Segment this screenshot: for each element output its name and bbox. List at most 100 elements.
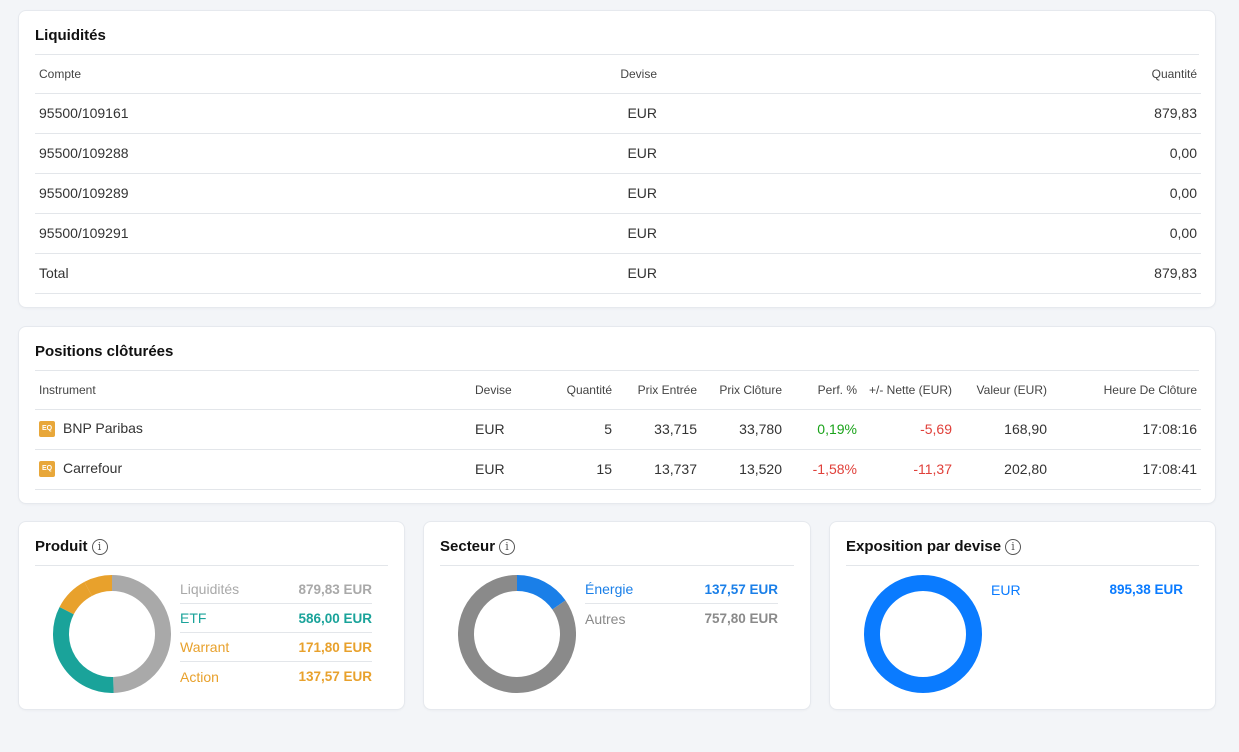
donut-slice[interactable]	[84, 575, 113, 597]
devise-cell: EUR	[535, 213, 661, 254]
table-row[interactable]: EQ BNP Paribas EUR 5 33,715 33,780 0,19% -5,69 1…	[35, 409, 1201, 450]
instrument-name: Carrefour	[63, 460, 123, 477]
column-header-nette[interactable]: +/- Nette (EUR)	[861, 371, 956, 410]
column-header-devise[interactable]: Devise	[535, 55, 661, 94]
donut-slice[interactable]	[864, 575, 982, 693]
legend-label: Action	[180, 668, 219, 685]
column-header-devise[interactable]: Devise	[471, 371, 527, 410]
compte-cell: 95500/109289	[35, 173, 535, 214]
legend-item[interactable]: EUR 895,38 EUR	[991, 575, 1183, 604]
heure-cell: 17:08:41	[1051, 449, 1201, 490]
devise-card: Exposition par devise i EUR 895,38 EUR	[829, 521, 1216, 710]
table-row: 95500/109288 EUR 0,00	[35, 133, 1201, 174]
column-header-prix-cloture[interactable]: Prix Clôture	[701, 371, 786, 410]
donut-slice[interactable]	[59, 581, 93, 615]
column-header-prix-entree[interactable]: Prix Entrée	[616, 371, 701, 410]
legend-value: 586,00 EUR	[298, 610, 372, 626]
produit-title: Produit i	[35, 538, 108, 555]
legend-item[interactable]: Autres 757,80 EUR	[585, 604, 778, 633]
positions-title: Positions clôturées	[35, 343, 174, 360]
valeur-cell: 202,80	[956, 449, 1051, 490]
compte-cell: 95500/109291	[35, 213, 535, 254]
table-row: 95500/109289 EUR 0,00	[35, 173, 1201, 214]
column-header-perf[interactable]: Perf. %	[786, 371, 861, 410]
prix-cloture-cell: 33,780	[701, 409, 786, 450]
donut-slice[interactable]	[111, 575, 171, 693]
legend-value: 895,38 EUR	[1109, 582, 1183, 597]
nette-cell: -5,69	[861, 409, 956, 450]
liquidites-table: Compte Devise Quantité 95500/109161 EUR 87…	[35, 55, 1201, 294]
devise-cell: EUR	[535, 253, 661, 294]
devise-cell: EUR	[471, 449, 527, 490]
equity-icon: EQ	[39, 420, 55, 437]
table-row: 95500/109291 EUR 0,00	[35, 213, 1201, 254]
quantite-cell: 0,00	[661, 173, 1201, 214]
column-header-quantite[interactable]: Quantité	[527, 371, 616, 410]
legend-item[interactable]: Action 137,57 EUR	[180, 662, 372, 691]
instrument-name: BNP Paribas	[63, 420, 143, 437]
nette-cell: -11,37	[861, 449, 956, 490]
valeur-cell: 168,90	[956, 409, 1051, 450]
legend-label: Warrant	[180, 639, 230, 655]
title-divider	[846, 565, 1199, 566]
title-divider	[35, 54, 1199, 55]
legend-label: EUR	[991, 581, 1021, 598]
secteur-legend: Énergie 137,57 EUR Autres 757,80 EUR	[585, 575, 778, 633]
devise-title: Exposition par devise i	[846, 538, 1022, 555]
donut-slice[interactable]	[458, 575, 576, 693]
table-header-row: Instrument Devise Quantité Prix Entrée P…	[35, 371, 1201, 410]
donut-slice[interactable]	[516, 575, 566, 610]
secteur-card: Secteur i Énergie 137,57 EUR Autres 757,80 …	[423, 521, 811, 710]
legend-label: Énergie	[585, 581, 634, 597]
legend-value: 137,57 EUR	[298, 669, 372, 684]
legend-value: 171,80 EUR	[298, 639, 372, 655]
info-icon[interactable]: i	[1005, 538, 1022, 555]
legend-value: 137,57 EUR	[704, 581, 778, 597]
legend-label: Liquidités	[180, 581, 240, 597]
legend-item[interactable]: ETF 586,00 EUR	[180, 604, 372, 633]
title-divider	[35, 565, 388, 566]
secteur-title: Secteur i	[440, 538, 516, 555]
legend-value: 879,83 EUR	[298, 581, 372, 597]
prix-cloture-cell: 13,520	[701, 449, 786, 490]
column-header-quantite[interactable]: Quantité	[661, 55, 1201, 94]
devise-cell: EUR	[535, 173, 661, 214]
title-divider	[35, 370, 1199, 371]
devise-donut-chart	[864, 575, 982, 693]
secteur-donut-chart	[458, 575, 576, 693]
liquidites-card: Liquidités Compte Devise Quantité 95500/…	[18, 10, 1216, 308]
compte-cell: 95500/109161	[35, 93, 535, 134]
perf-cell: -1,58%	[786, 449, 861, 490]
heure-cell: 17:08:16	[1051, 409, 1201, 450]
table-header-row: Compte Devise Quantité	[35, 55, 1201, 94]
legend-label: ETF	[180, 610, 207, 626]
info-icon[interactable]: i	[91, 538, 108, 555]
instrument-cell[interactable]: EQ Carrefour	[35, 449, 471, 490]
produit-legend: Liquidités 879,83 EUR ETF 586,00 EUR Warrant…	[180, 575, 372, 691]
info-icon[interactable]: i	[499, 538, 516, 555]
devise-cell: EUR	[535, 133, 661, 174]
prix-entree-cell: 13,737	[616, 449, 701, 490]
quantite-cell: 879,83	[661, 93, 1201, 134]
positions-table: Instrument Devise Quantité Prix Entrée P…	[35, 371, 1201, 490]
liquidites-title: Liquidités	[35, 27, 106, 44]
column-header-valeur[interactable]: Valeur (EUR)	[956, 371, 1051, 410]
column-header-compte[interactable]: Compte	[35, 55, 535, 94]
produit-donut-chart	[53, 575, 171, 693]
column-header-heure[interactable]: Heure De Clôture	[1051, 371, 1201, 410]
devise-cell: EUR	[535, 93, 661, 134]
table-row[interactable]: EQ Carrefour EUR 15 13,737 13,520 -1,58% -11,37…	[35, 449, 1201, 490]
equity-icon: EQ	[39, 460, 55, 477]
quantite-cell: 0,00	[661, 213, 1201, 254]
instrument-cell[interactable]: EQ BNP Paribas	[35, 409, 471, 450]
legend-value: 757,80 EUR	[704, 611, 778, 626]
legend-item[interactable]: Warrant 171,80 EUR	[180, 633, 372, 662]
legend-item[interactable]: Liquidités 879,83 EUR	[180, 575, 372, 604]
donut-slice[interactable]	[53, 606, 114, 693]
quantite-cell: 879,83	[661, 253, 1201, 294]
legend-item[interactable]: Énergie 137,57 EUR	[585, 575, 778, 604]
prix-entree-cell: 33,715	[616, 409, 701, 450]
table-row: 95500/109161 EUR 879,83	[35, 93, 1201, 134]
positions-card: Positions clôturées Instrument Devise Qu…	[18, 326, 1216, 504]
column-header-instrument[interactable]: Instrument	[35, 371, 471, 410]
